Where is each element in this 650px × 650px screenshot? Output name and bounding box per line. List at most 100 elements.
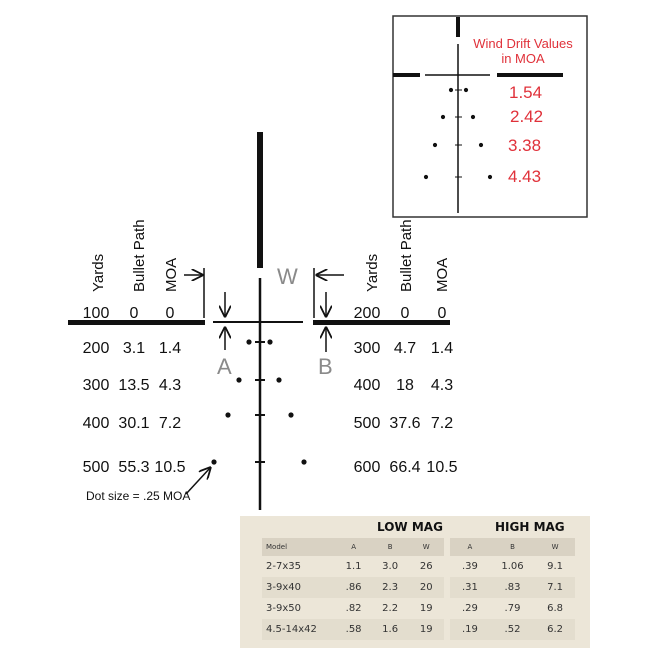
left-table: Yards Bullet Path MOA 100 0 0 200 3.1 1.4 300 1… xyxy=(83,219,186,476)
table-cell: Model xyxy=(262,538,336,556)
table-cell: .86 xyxy=(335,577,372,598)
table-cell: 30.1 xyxy=(118,415,149,432)
table-row: 4.5-14x42.58 1.6 19 xyxy=(262,619,444,640)
reticle xyxy=(68,132,450,510)
table-cell: B xyxy=(489,538,536,556)
table-cell: 4.3 xyxy=(159,377,181,394)
wind-value: 3.38 xyxy=(508,136,541,155)
high-mag-table: A B W .39 1.06 9.1 .31.83 7.1 .29 .79 6.8 .19.52 6.2 xyxy=(450,538,575,640)
table-cell: 20 xyxy=(408,577,444,598)
table-cell: 300 xyxy=(354,340,381,357)
table-row: 2-7x35 1.1 3.0 26 xyxy=(262,556,444,577)
table-cell: 400 xyxy=(83,415,110,432)
table-cell: B xyxy=(371,538,409,556)
wind-value: 4.43 xyxy=(508,167,541,186)
header-moa: MOA xyxy=(434,258,451,292)
table-cell: 600 xyxy=(354,459,381,476)
table-cell: 2.3 xyxy=(371,577,409,598)
table-row: 3-9x40.86 2.3 20 xyxy=(262,577,444,598)
inset-title-line1: Wind Drift Values xyxy=(473,36,573,51)
table-cell: 4.3 xyxy=(431,377,453,394)
table-cell: .82 xyxy=(345,603,362,614)
table-cell: 7.1 xyxy=(535,577,575,598)
table-cell: 1.4 xyxy=(159,340,181,357)
table-row: 3-9x50 .82 2.2 19 xyxy=(262,598,444,619)
table-cell: .58 xyxy=(335,619,372,640)
table-cell: 1.1 xyxy=(345,561,362,572)
header-bullet-path: Bullet Path xyxy=(398,219,415,292)
label-w: W xyxy=(277,264,298,289)
table-cell: 37.6 xyxy=(389,415,420,432)
table-cell: 66.4 xyxy=(389,459,420,476)
table-cell: 0 xyxy=(130,305,139,322)
table-cell: 7.2 xyxy=(159,415,181,432)
table-cell: 10.5 xyxy=(426,459,457,476)
low-mag-table: Model A B W 2-7x35 1.1 3.0 26 3-9x40.86 2.3 20 3-9x… xyxy=(262,538,444,640)
table-cell: .29 xyxy=(461,603,478,614)
table-cell: .39 xyxy=(461,561,478,572)
wind-value: 2.42 xyxy=(510,107,543,126)
wind-drift-inset: Wind Drift Values in MOA 1.54 2.42 3.38 … xyxy=(392,15,588,218)
table-cell: 13.5 xyxy=(118,377,149,394)
header-moa: MOA xyxy=(163,258,180,292)
table-cell: A xyxy=(450,538,490,556)
table-row: .39 1.06 9.1 xyxy=(450,556,575,577)
table-cell: 2-7x35 xyxy=(266,561,301,572)
table-cell: 200 xyxy=(83,340,110,357)
table-row: .31.83 7.1 xyxy=(450,577,575,598)
dimension-markers xyxy=(184,268,344,495)
table-cell: 500 xyxy=(354,415,381,432)
low-mag-label: LOW MAG xyxy=(377,520,443,534)
table-cell: 7.2 xyxy=(431,415,453,432)
inset-title-line2: in MOA xyxy=(501,51,545,66)
wind-value: 1.54 xyxy=(509,83,542,102)
table-cell: 3-9x40 xyxy=(262,577,336,598)
table-cell: 400 xyxy=(354,377,381,394)
table-cell: 6.8 xyxy=(547,603,564,614)
table-row: .19.52 6.2 xyxy=(450,619,575,640)
table-cell: 3.1 xyxy=(123,340,145,357)
table-cell: 0 xyxy=(438,305,447,322)
table-cell: 6.2 xyxy=(535,619,575,640)
right-post xyxy=(313,320,450,325)
table-cell: 300 xyxy=(83,377,110,394)
table-cell: 55.3 xyxy=(118,459,149,476)
table-cell: W xyxy=(535,538,575,556)
table-cell: 9.1 xyxy=(547,561,564,572)
table-cell: 10.5 xyxy=(154,459,185,476)
table-cell: .19 xyxy=(450,619,490,640)
holdover-ticks xyxy=(255,341,265,463)
table-cell: 1.6 xyxy=(371,619,409,640)
table-cell: 500 xyxy=(83,459,110,476)
table-cell: 100 xyxy=(83,305,110,322)
table-cell: 18 xyxy=(396,377,414,394)
header-bullet-path: Bullet Path xyxy=(131,219,148,292)
table-cell: 0 xyxy=(166,305,175,322)
table-cell: 3.0 xyxy=(382,561,399,572)
table-cell: W xyxy=(408,538,444,556)
table-cell: 19 xyxy=(419,603,433,614)
table-cell: 200 xyxy=(354,305,381,322)
table-cell: .31 xyxy=(450,577,490,598)
table-cell: .83 xyxy=(489,577,536,598)
table-cell: 2.2 xyxy=(382,603,399,614)
dot-size-note: Dot size = .25 MOA xyxy=(86,489,190,503)
table-row: .29 .79 6.8 xyxy=(450,598,575,619)
header-yards: Yards xyxy=(90,254,107,292)
table-cell: A xyxy=(335,538,372,556)
high-mag-label: HIGH MAG xyxy=(495,520,565,534)
label-b: B xyxy=(318,354,333,379)
table-cell: 1.06 xyxy=(501,561,524,572)
table-cell: 26 xyxy=(419,561,433,572)
table-cell: 1.4 xyxy=(431,340,453,357)
header-yards: Yards xyxy=(364,254,381,292)
table-cell: 19 xyxy=(408,619,444,640)
right-table: Yards Bullet Path MOA 200 0 0 300 4.7 1.4 400 1… xyxy=(354,219,458,476)
table-cell: .52 xyxy=(489,619,536,640)
table-cell: 4.5-14x42 xyxy=(262,619,336,640)
table-cell: 3-9x50 xyxy=(266,603,301,614)
table-header-row: Model A B W xyxy=(262,538,444,556)
magnification-table: LOW MAG HIGH MAG Model A B W 2-7x35 1.1 3.0 26 3… xyxy=(240,516,590,648)
